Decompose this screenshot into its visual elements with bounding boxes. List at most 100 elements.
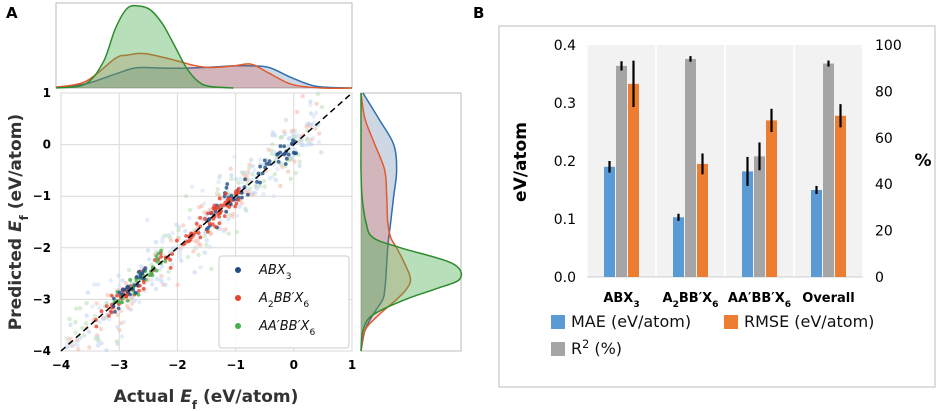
scatter-point-light [146,257,152,262]
scatter-point-light [225,216,231,222]
kde-fill [360,93,462,351]
scatter-point-light [95,343,101,348]
scatter-point-light [283,117,289,123]
scatter-point-light [92,282,97,287]
bar-legend: MAE (eV/atom) RMSE (eV/atom) R2 (%) [551,312,874,358]
top-marginal-frame [55,2,353,89]
y-tick-label: 1 [43,86,51,100]
scatter-point-light [308,111,314,116]
scatter-point-light [80,325,85,331]
scatter-point [156,251,161,256]
scatter-point [203,216,207,221]
scatter-point-light [94,301,99,306]
text-part: 3 [286,272,292,282]
scatter-point-light [105,292,110,298]
scatter-point-light [137,300,142,305]
scatter-point-light [192,270,197,275]
kde-line [55,52,353,89]
legend-label: ABX3 [258,263,292,282]
scatter-point-light [315,91,321,96]
scatter-point-light [257,183,263,189]
scatter-point-light [292,159,297,164]
text-part: A [258,291,268,306]
legend-marker [235,295,241,301]
scatter-point [210,210,214,215]
scatter-point-light [202,250,207,255]
scatter-point-light [116,273,121,278]
scatter-point-light [149,277,155,283]
scatter-point-light [76,347,81,352]
scatter-point [168,266,173,270]
category-label: ABX3 [603,291,639,310]
text-part: 2 [582,338,589,351]
scatter-point-light [170,230,175,236]
scatter-point [134,275,139,279]
legend-swatch [724,315,738,329]
scatter-point-light [250,163,256,169]
category-label: Overall [802,291,854,306]
scatter-point [283,162,288,166]
scatter-point-light [267,175,272,181]
kde-line [360,93,463,352]
scatter-point-light [290,128,295,134]
scatter-point [120,288,125,292]
scatter-point [194,221,199,226]
scatter-point-light [75,343,80,348]
scatter-point-light [97,305,102,311]
scatter-point-light [132,298,137,304]
scatter-point-light [297,140,302,146]
scatter-point-light [228,166,233,171]
scatter-point-light [196,241,201,247]
kde-fill [361,93,411,351]
scatter-point [136,270,141,274]
scatter-point-light [246,165,252,171]
scatter-point [224,185,229,190]
scatter-point-light [269,151,275,157]
scatter-point-light [196,252,201,258]
scatter-point [206,226,211,230]
scatter-point-light [252,168,257,173]
scatter-point-light [157,267,162,272]
scatter-point-light [227,212,232,218]
text-part: R [571,339,582,358]
scatter-point-light [120,278,125,283]
scatter-point-light [257,157,263,162]
scatter-point-light [90,304,95,309]
scatter-point [131,287,136,292]
scatter-point-light [243,190,248,195]
scatter-point [198,216,203,220]
bar [823,63,834,278]
scatter-point [243,177,247,182]
scatter-point-light [84,313,89,318]
scatter-point-light [202,233,207,239]
text-part: Actual [114,387,181,407]
scatter-point [282,144,287,149]
scatter-point-light [249,178,255,183]
scatter-point-light [149,282,155,287]
scatter-point-light [220,227,226,232]
scatter-point [141,286,146,291]
scatter-point-light [193,245,199,251]
scatter-point-light [145,248,151,253]
scatter-point-light [261,192,266,197]
scatter-point-light [118,320,124,326]
scatter-point-light [163,282,168,288]
text-part: A [663,291,673,306]
scatter-point-light [159,264,165,269]
x-axis-label: Actual Ef (eV/atom) [114,387,299,411]
bar [811,190,822,277]
scatter-point [104,304,109,309]
scatter-point-light [275,166,280,172]
text-part: f [192,398,198,411]
right-tick-label: 80 [875,84,893,100]
scatter-point [134,291,138,295]
scatter-point [116,306,121,311]
bar [754,156,765,277]
scatter-point-light [216,193,222,198]
scatter-point-light [278,183,283,189]
right-marginal-frame [360,92,462,352]
bar [616,65,627,277]
scatter-point [245,192,250,197]
scatter-point [258,164,263,169]
